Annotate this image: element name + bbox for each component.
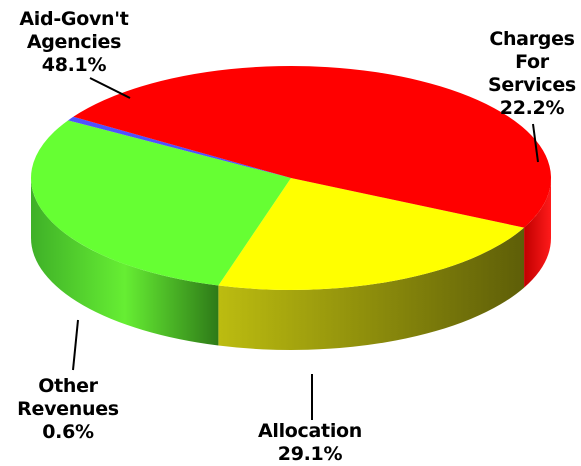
leader-line-2: [72, 319, 79, 371]
slice-top-1: [30, 120, 291, 286]
slice-side-1: [31, 178, 219, 346]
label-aid-govnt-agencies: Aid-Govn't Agencies 48.1%: [19, 8, 129, 76]
slice-side-3: [524, 178, 551, 288]
slice-top-3: [73, 65, 552, 228]
slice-side-0: [218, 227, 525, 351]
leader-lines: [72, 77, 539, 420]
slice-top-2: [68, 116, 291, 178]
slice-top-0: [218, 178, 525, 290]
label-other-revenues: Other Revenues 0.6%: [17, 375, 119, 443]
pie-tops: [30, 65, 552, 290]
label-allocation: Allocation 29.1%: [257, 420, 363, 465]
pie-sides: [31, 178, 551, 351]
label-charges-for-services: Charges For Services 22.2%: [488, 28, 576, 119]
leader-line-0: [89, 77, 131, 99]
leader-line-1: [532, 123, 539, 163]
